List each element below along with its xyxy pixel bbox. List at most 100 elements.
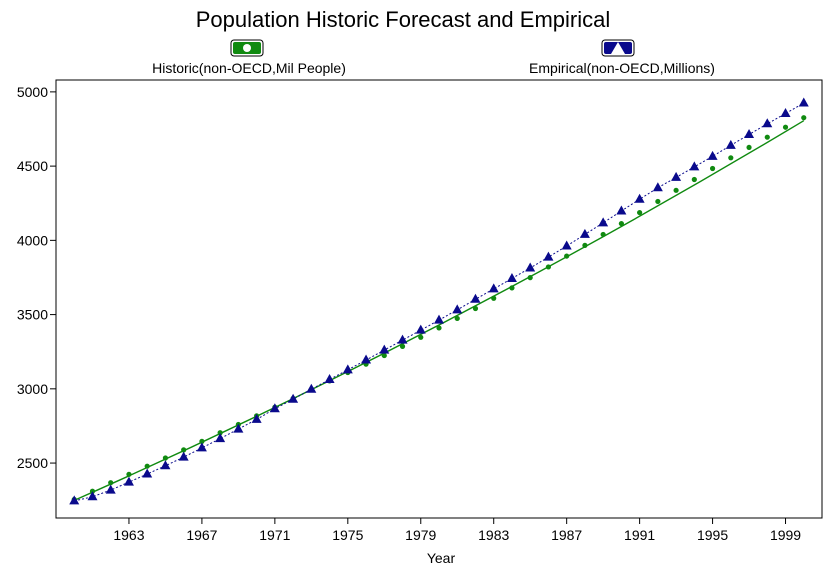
historic-point [618,220,624,227]
empirical-point [652,182,663,192]
empirical-point [215,433,226,443]
y-tick-label: 3000 [17,381,48,397]
historic-point [600,231,606,238]
historic-point [418,334,424,340]
empirical-point [397,334,408,344]
empirical-point [306,383,317,393]
historic-point [655,198,661,205]
empirical-point [506,273,517,283]
empirical-point [361,354,372,364]
empirical-point [634,193,645,203]
empirical-point [142,468,153,478]
x-tick-label: 1975 [332,527,363,543]
legend: Historic(non-OECD,Mil People) Empirical(… [152,39,715,76]
empirical-point [288,393,299,403]
historic-point [691,176,697,183]
empirical-point [324,373,335,383]
empirical-point [671,171,682,181]
empirical-point [69,495,80,505]
empirical-point [616,205,627,215]
empirical-point [452,304,463,314]
historic-point [126,471,132,477]
historic-point [728,155,734,161]
empirical-point [105,484,116,494]
historic-point [509,285,515,291]
historic-point [181,447,187,453]
y-tick-label: 5000 [17,84,48,100]
historic-point [381,352,387,359]
x-tick-label: 1999 [770,527,801,543]
x-tick-label: 1971 [259,527,290,543]
empirical-point [598,217,609,227]
historic-point [144,463,150,469]
empirical-point [525,262,536,272]
x-tick-label: 1979 [405,527,436,543]
historic-point [454,315,460,322]
chart-title: Population Historic Forecast and Empiric… [196,7,611,32]
historic-point [108,480,114,486]
historic-point [709,165,716,172]
empirical-point [379,344,390,354]
empirical-point [233,423,244,433]
empirical-point [488,283,499,293]
empirical-point [342,364,353,374]
historic-point [491,295,497,301]
historic-point [782,124,789,130]
historic-point [472,305,479,312]
x-axis-label: Year [427,550,456,566]
historic-point [199,438,205,444]
legend-item-historic: Historic(non-OECD,Mil People) [152,39,346,76]
legend-marker-triangle-icon [611,42,625,54]
empirical-point [434,314,444,324]
empirical-point [689,161,700,171]
historic-point [162,455,169,461]
historic-trend-line [73,120,805,501]
y-tick-label: 4500 [17,158,48,174]
empirical-point [196,442,207,452]
empirical-point [87,491,98,501]
historic-point [764,134,770,140]
y-tick-label: 2500 [17,455,48,471]
empirical-point [744,128,755,138]
empirical-point [725,139,736,149]
historic-point [545,264,552,270]
empirical-point [579,228,590,238]
historic-point [637,209,643,216]
historic-point [436,325,442,331]
historic-point [527,275,533,281]
empirical-point [178,451,189,461]
historic-point [399,343,406,349]
x-tick-label: 1967 [186,527,217,543]
empirical-point [798,97,809,107]
empirical-point [269,403,280,413]
empirical-point [251,413,262,423]
empirical-point [123,476,134,486]
legend-label-historic: Historic(non-OECD,Mil People) [152,60,346,76]
legend-label-empirical: Empirical(non-OECD,Millions) [529,60,715,76]
historic-point [801,115,807,121]
legend-marker-circle-icon [243,44,251,52]
empirical-point [762,118,773,128]
historic-point [746,144,752,151]
plot-frame [55,79,823,519]
empirical-point [470,293,481,303]
empirical-point [160,460,171,470]
x-tick-label: 1995 [697,527,728,543]
x-tick-label: 1983 [478,527,509,543]
historic-point [564,253,570,259]
x-tick-label: 1987 [551,527,582,543]
plot-area: 2500 3000 3500 4000 4500 5000 1963 1967 1971 1975… [17,79,823,543]
y-tick-label: 4000 [17,232,48,248]
empirical-point [415,324,426,334]
empirical-point [707,150,718,160]
x-tick-label: 1991 [624,527,655,543]
empirical-point [561,240,572,250]
historic-point [673,187,679,193]
empirical-point [780,108,791,118]
legend-item-empirical: Empirical(non-OECD,Millions) [529,39,715,76]
y-tick-label: 3500 [17,307,48,323]
historic-point [582,242,588,249]
x-tick-label: 1963 [113,527,144,543]
